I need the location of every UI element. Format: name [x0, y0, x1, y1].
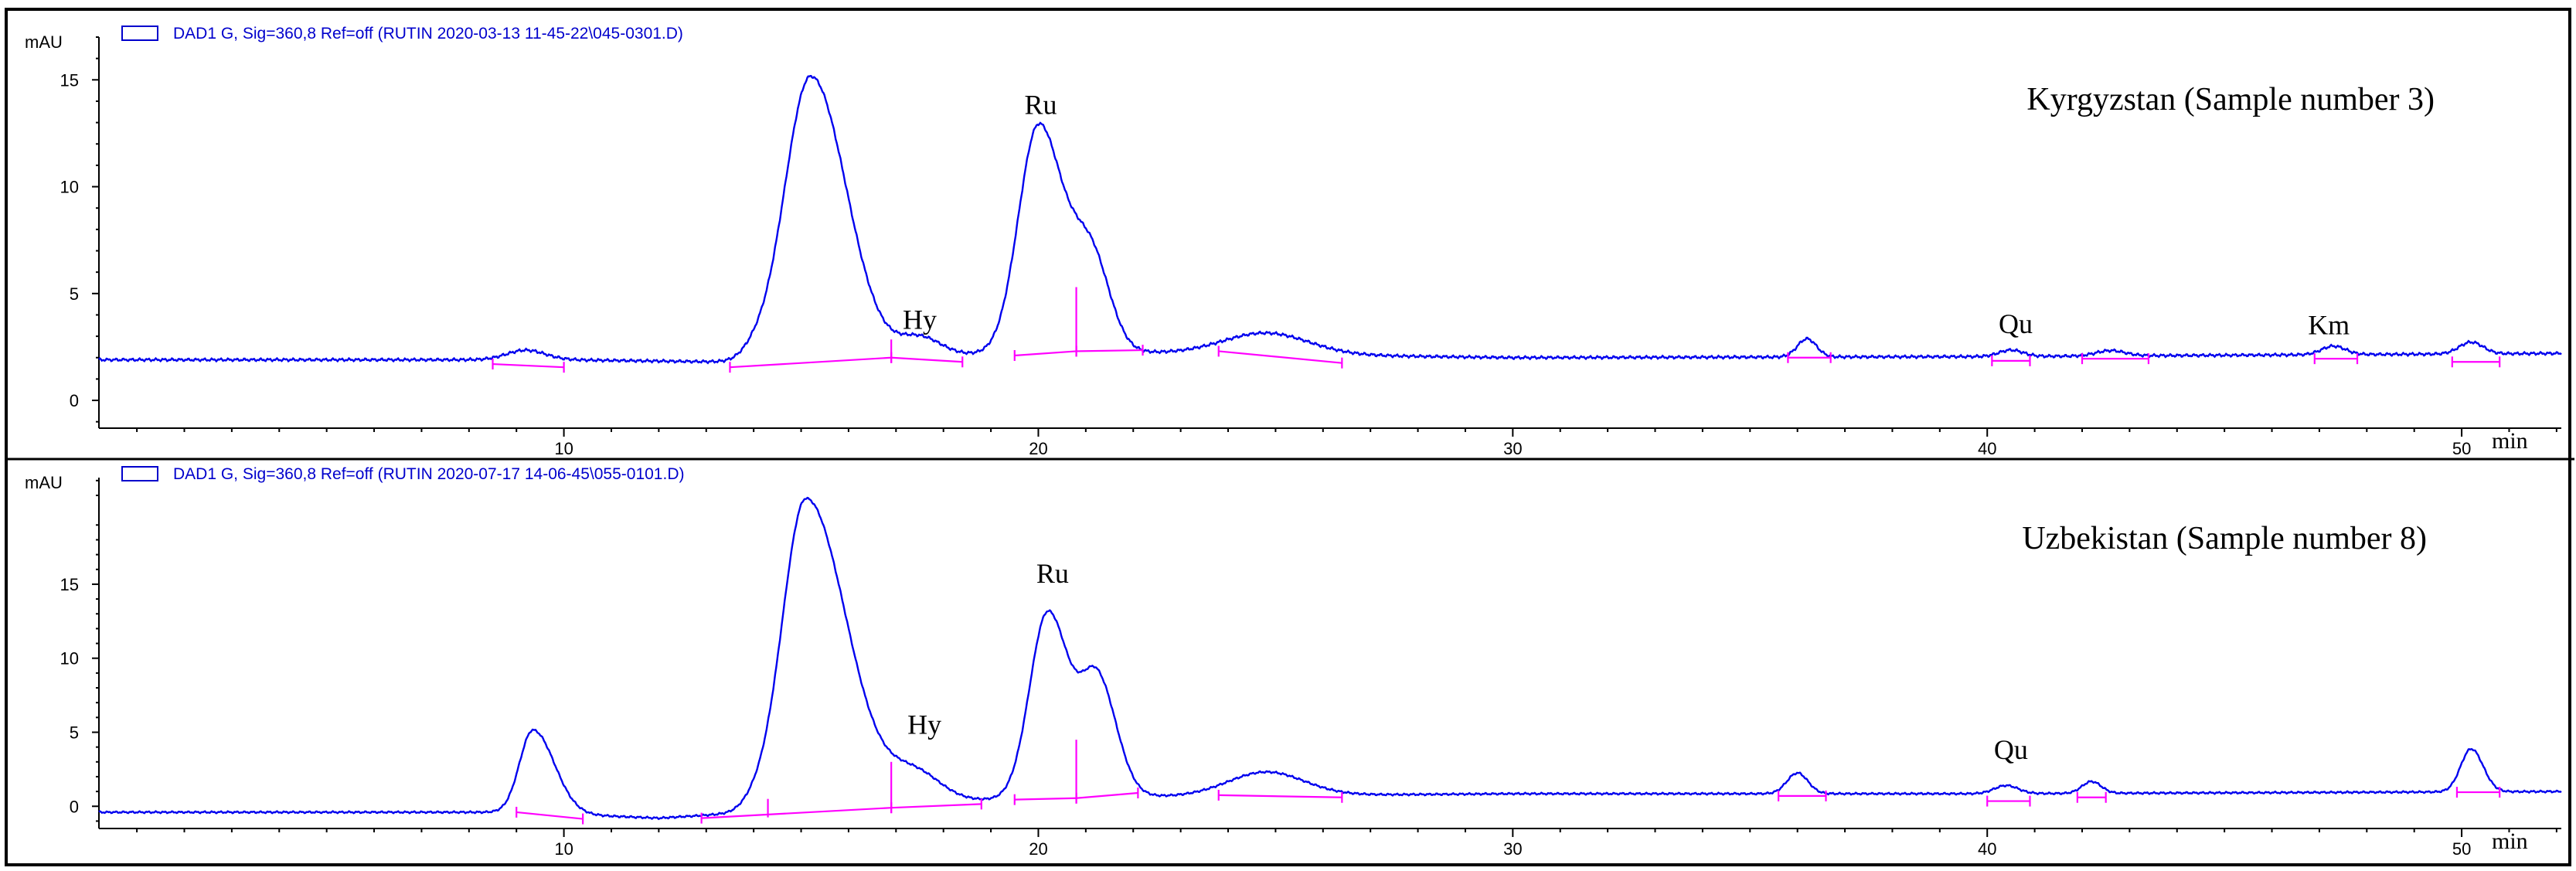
- y-tick-label: 10: [60, 649, 79, 669]
- y-tick-label: 5: [70, 284, 79, 304]
- x-tick-label: 30: [1503, 839, 1522, 859]
- chromatogram-panel-1: 0 5 10 15 10 20 30 40 50 mAU min DAD1 G, Sig=360,8 …: [25, 25, 2562, 458]
- x-tick-label: 20: [1029, 839, 1047, 859]
- y-tick-label: 10: [60, 178, 79, 197]
- legend-swatch: [121, 466, 158, 481]
- x-tick-label: 20: [1029, 439, 1047, 458]
- integration-baseline: [516, 811, 584, 820]
- peak-label-km: Km: [2308, 309, 2350, 340]
- y-tick-label: 0: [70, 797, 79, 816]
- integration-baseline: [730, 356, 892, 369]
- integration-baseline: [492, 362, 564, 369]
- peak-label-qu: Qu: [1999, 308, 2033, 339]
- x-tick-label: 10: [554, 439, 573, 458]
- peak-label-hy: Hy: [903, 304, 937, 335]
- peak-label-ru: Ru: [1036, 558, 1069, 589]
- x-axis-unit-label: min: [2492, 428, 2528, 454]
- integration-baseline: [891, 356, 963, 363]
- integration-baseline: [1014, 797, 1077, 801]
- integration-baseline: [1218, 794, 1342, 798]
- peak-label-qu: Qu: [1994, 734, 2028, 765]
- x-axis-unit-label: min: [2492, 828, 2528, 854]
- legend-label: DAD1 G, Sig=360,8 Ref=off (RUTIN 2020-07…: [173, 465, 684, 483]
- x-tick-label: 10: [554, 839, 573, 859]
- x-tick-label: 40: [1978, 839, 1996, 859]
- integration-baseline: [891, 803, 982, 809]
- x-tick-label: 50: [2452, 439, 2471, 458]
- y-tick-label: 0: [70, 391, 79, 410]
- x-tick-label: 50: [2452, 839, 2471, 859]
- y-tick-label: 5: [70, 723, 79, 742]
- y-axis-unit-label: mAU: [25, 32, 63, 52]
- peak-label-ru: Ru: [1025, 90, 1057, 121]
- y-axis-unit-label: mAU: [25, 473, 63, 492]
- chromatogram-panel-2: 0 5 10 15 10 20 30 40 50 mAU min DAD1 G, Sig=360,8 …: [25, 465, 2562, 859]
- integration-baseline: [1076, 349, 1143, 352]
- integration-baseline: [1076, 791, 1138, 799]
- legend-label: DAD1 G, Sig=360,8 Ref=off (RUTIN 2020-03…: [173, 25, 683, 43]
- integration-baseline: [701, 807, 892, 819]
- x-tick-label: 30: [1503, 439, 1522, 458]
- panel-title: Uzbekistan (Sample number 8): [2022, 521, 2427, 556]
- integration-baseline: [1218, 350, 1342, 364]
- chromatogram-figure: 0 5 10 15 10 20 30 40 50 mAU min DAD1 G, Sig=360,8 …: [5, 8, 2574, 866]
- x-tick-label: 40: [1978, 439, 1996, 458]
- signal-trace: [98, 496, 2562, 821]
- peak-label-hy: Hy: [907, 709, 941, 740]
- panel-title: Kyrgyzstan (Sample number 3): [2026, 82, 2435, 117]
- integration-baseline: [1014, 350, 1077, 357]
- y-tick-label: 15: [60, 575, 79, 594]
- signal-trace: [98, 74, 2562, 365]
- y-tick-label: 15: [60, 70, 79, 90]
- legend-swatch: [121, 26, 158, 41]
